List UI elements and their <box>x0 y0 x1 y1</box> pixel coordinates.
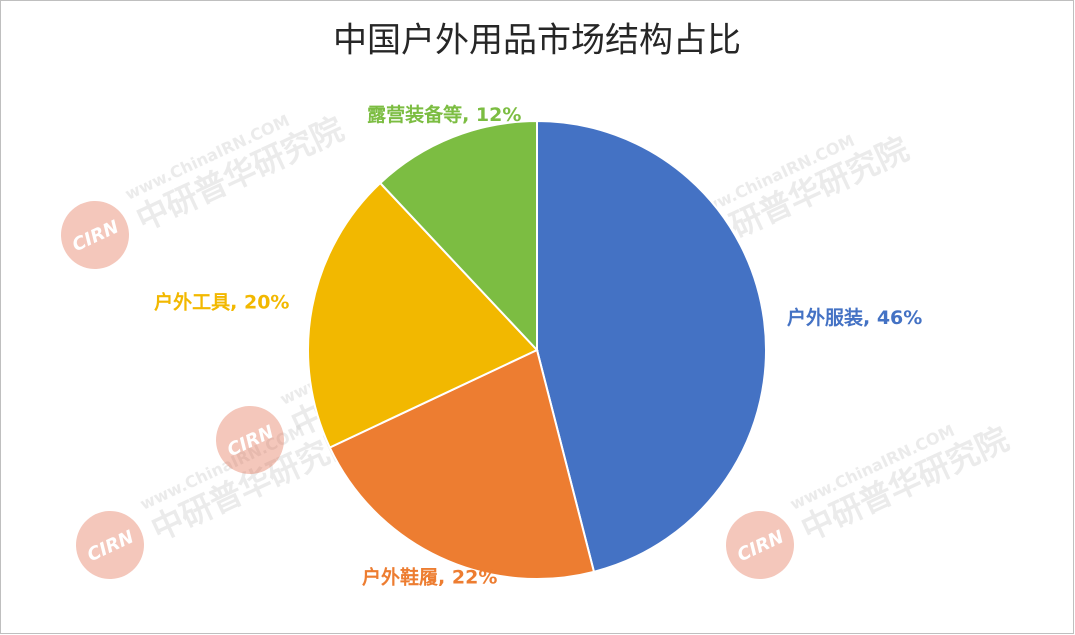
chart-title: 中国户外用品市场结构占比 <box>333 21 741 61</box>
data-label: 户外鞋履, 22% <box>362 566 497 589</box>
watermark-logo-circle <box>726 511 794 579</box>
data-label: 户外服装, 46% <box>787 306 922 329</box>
pie-slice <box>378 119 538 353</box>
watermark-logo-circle <box>76 511 144 579</box>
watermark-logo-circle <box>61 201 129 269</box>
data-label: 露营装备等, 12% <box>367 103 521 126</box>
data-label: 户外工具, 20% <box>154 290 289 313</box>
pie: 户外服装, 46% 户外鞋履, 22% 户外工具, 20% 露营装备等, 12% <box>154 103 922 588</box>
pie-slice <box>536 119 767 574</box>
pie-slice <box>328 348 596 580</box>
pie-slice <box>307 181 539 449</box>
watermark-logo-circle <box>216 406 284 474</box>
